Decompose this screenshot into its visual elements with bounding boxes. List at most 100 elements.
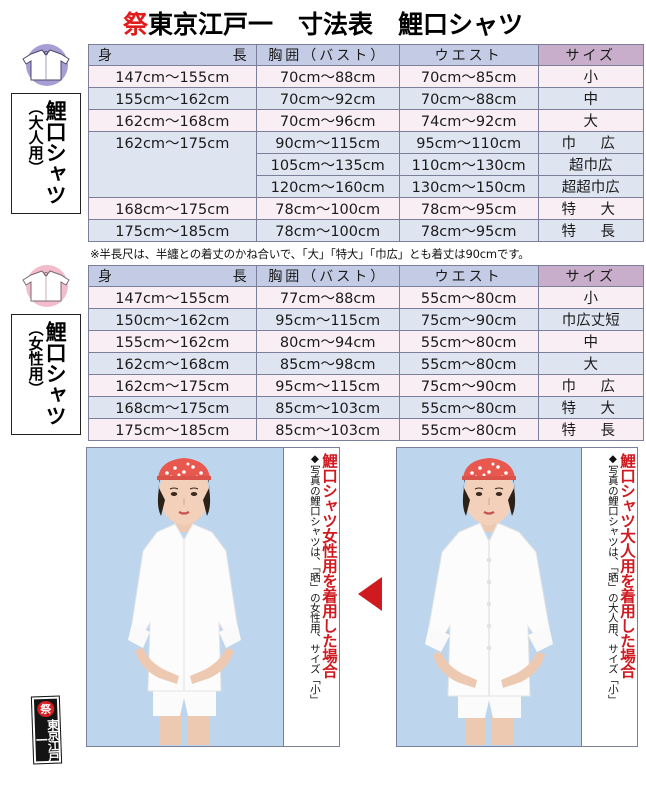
table-row: 162cm〜175cm 90cm〜115cm 95cm〜110cm 巾 広	[88, 131, 645, 198]
cell-bust: 95cm〜115cm	[255, 374, 400, 397]
product-label-adult: 鯉口シャツ （大人用）	[11, 93, 81, 214]
product-label-adult-sub: （大人用）	[26, 100, 45, 175]
brand-banner-text: 東京江戸一	[34, 718, 62, 761]
table-row: 120cm〜160cm 130cm〜150cm 超超巾広	[89, 175, 645, 198]
cell-size: 特 大	[537, 197, 645, 220]
shirt-glyph-icon	[22, 49, 70, 81]
cell-size: 中	[537, 87, 645, 110]
cell-size: 巾 広	[537, 131, 645, 154]
table-header-row: 身 長 胸囲（バスト） ウエスト サイズ	[88, 44, 645, 66]
cell-height: 168cm〜175cm	[88, 197, 257, 220]
cell-waist: 74cm〜92cm	[398, 109, 539, 132]
caption-adult-headline: 鯉口シャツ大人用を着用した場合	[618, 453, 636, 678]
size-table-adult: 身 長 胸囲（バスト） ウエスト サイズ 147cm〜155cm 70cm〜88…	[88, 44, 645, 242]
product-label-women-main: 鯉口シャツ	[43, 321, 68, 426]
cell-height: 147cm〜155cm	[88, 65, 257, 88]
cell-bust: 77cm〜88cm	[255, 286, 400, 309]
caption-adult-body: ◆写真の鯉口シャツは、「晒」の大人用、サイズ「小」	[606, 453, 619, 705]
cell-height: 162cm〜168cm	[88, 352, 257, 375]
table-row: 168cm〜175cm 85cm〜103cm 55cm〜80cm 特 大	[88, 396, 645, 419]
cell-waist: 95cm〜110cm	[398, 131, 539, 154]
caption-women-body: ◆写真の鯉口シャツは、「晒」の女性用、サイズ「小」	[308, 453, 321, 705]
photo-area: 鯉口シャツ女性用を着用した場合 ◆写真の鯉口シャツは、「晒」の女性用、サイズ「小…	[0, 447, 646, 752]
table-row: 162cm〜175cm 95cm〜115cm 75cm〜90cm 巾 広	[88, 374, 645, 397]
table-row: 147cm〜155cm 77cm〜88cm 55cm〜80cm 小	[88, 286, 645, 309]
photo-block-women: 鯉口シャツ女性用を着用した場合 ◆写真の鯉口シャツは、「晒」の女性用、サイズ「小…	[86, 447, 340, 747]
section-women: 鯉口シャツ （女性用） 身 長 胸囲（バスト） ウエスト サイズ 147cm〜1…	[0, 265, 646, 441]
table-row: 155cm〜162cm 70cm〜92cm 70cm〜88cm 中	[88, 87, 645, 110]
product-label-adult-main: 鯉口シャツ	[43, 100, 68, 205]
cell-bust: 70cm〜88cm	[255, 65, 400, 88]
cell-height: 155cm〜162cm	[88, 330, 257, 353]
cell-waist: 78cm〜95cm	[398, 197, 539, 220]
cell-height: 168cm〜175cm	[88, 396, 257, 419]
cell-height: 175cm〜185cm	[88, 418, 257, 441]
shirt-glyph-icon	[22, 270, 70, 302]
table-row: 175cm〜185cm 85cm〜103cm 55cm〜80cm 特 長	[88, 418, 645, 441]
cell-bust: 70cm〜96cm	[255, 109, 400, 132]
table-header-row: 身 長 胸囲（バスト） ウエスト サイズ	[88, 265, 645, 287]
cell-waist: 55cm〜80cm	[398, 352, 539, 375]
caption-adult: 鯉口シャツ大人用を着用した場合 ◆写真の鯉口シャツは、「晒」の大人用、サイズ「小…	[582, 447, 638, 747]
cell-height: 175cm〜185cm	[88, 219, 257, 242]
product-label-women: 鯉口シャツ （女性用）	[11, 314, 81, 435]
cell-size: 巾 広	[537, 374, 645, 397]
cell-size: 中	[537, 330, 645, 353]
cell-size: 特 長	[537, 219, 645, 242]
column-header-waist: ウエスト	[398, 265, 539, 287]
table-row: 150cm〜162cm 95cm〜115cm 75cm〜90cm 巾広丈短	[88, 308, 645, 331]
cell-bust: 78cm〜100cm	[255, 219, 400, 242]
cell-waist: 75cm〜90cm	[398, 374, 539, 397]
cell-waist: 55cm〜80cm	[398, 418, 539, 441]
size-table-women: 身 長 胸囲（バスト） ウエスト サイズ 147cm〜155cm 77cm〜88…	[88, 265, 645, 441]
caption-women-headline: 鯉口シャツ女性用を着用した場合	[320, 453, 338, 678]
cell-waist: 70cm〜85cm	[398, 65, 539, 88]
cell-size: 小	[537, 65, 645, 88]
cell-waist: 78cm〜95cm	[398, 219, 539, 242]
cell-size: 超巾広	[537, 153, 645, 176]
column-header-bust: 胸囲（バスト）	[255, 265, 400, 287]
cell-waist: 70cm〜88cm	[398, 87, 539, 110]
column-header-bust: 胸囲（バスト）	[255, 44, 400, 66]
section-adult-content: 身 長 胸囲（バスト） ウエスト サイズ 147cm〜155cm 70cm〜88…	[88, 44, 646, 265]
photo-block-adult: 鯉口シャツ大人用を着用した場合 ◆写真の鯉口シャツは、「晒」の大人用、サイズ「小…	[396, 447, 638, 747]
page-title: 祭東京江戸一 寸法表 鯉口シャツ	[123, 5, 523, 41]
model-photo-adult-illustration	[397, 448, 580, 745]
column-header-height: 身 長	[88, 44, 257, 66]
table-row: 147cm〜155cm 70cm〜88cm 70cm〜85cm 小	[88, 65, 645, 88]
table-row: 162cm〜168cm 70cm〜96cm 74cm〜92cm 大	[88, 109, 645, 132]
cell-height: 150cm〜162cm	[88, 308, 257, 331]
cell-size: 大	[537, 352, 645, 375]
caption-women: 鯉口シャツ女性用を着用した場合 ◆写真の鯉口シャツは、「晒」の女性用、サイズ「小…	[284, 447, 340, 747]
matsuri-badge-icon: 祭	[36, 700, 55, 718]
model-wearing-womens-koikuchi-shirt	[86, 447, 284, 747]
column-header-size: サイズ	[537, 265, 645, 287]
cell-size: 超超巾広	[537, 175, 645, 198]
model-photo-womens-illustration	[87, 448, 282, 745]
section-adult: 鯉口シャツ （大人用） 身 長 胸囲（バスト） ウエスト サイズ 147cm〜1…	[0, 44, 646, 265]
table-row: 162cm〜168cm 85cm〜98cm 55cm〜80cm 大	[88, 352, 645, 375]
cell-bust: 85cm〜103cm	[255, 418, 400, 441]
table-row: 105cm〜135cm 110cm〜130cm 超巾広	[89, 153, 645, 176]
cell-bust: 120cm〜160cm	[255, 175, 400, 198]
cell-size: 特 長	[537, 418, 645, 441]
table-row: 168cm〜175cm 78cm〜100cm 78cm〜95cm 特 大	[88, 197, 645, 220]
cell-waist: 55cm〜80cm	[398, 396, 539, 419]
section-women-label-column: 鯉口シャツ （女性用）	[4, 265, 88, 435]
cell-bust: 90cm〜115cm	[255, 131, 400, 154]
product-label-women-sub: （女性用）	[26, 321, 45, 396]
cell-waist: 130cm〜150cm	[398, 175, 539, 198]
section-adult-label-column: 鯉口シャツ （大人用）	[4, 44, 88, 214]
cell-size: 小	[537, 286, 645, 309]
cell-size: 巾広丈短	[537, 308, 645, 331]
cell-bust: 70cm〜92cm	[255, 87, 400, 110]
model-wearing-adult-koikuchi-shirt	[396, 447, 582, 747]
cell-bust: 105cm〜135cm	[255, 153, 400, 176]
cell-height: 162cm〜168cm	[88, 109, 257, 132]
matsuri-badge-icon: 祭	[122, 10, 148, 39]
section-women-content: 身 長 胸囲（バスト） ウエスト サイズ 147cm〜155cm 77cm〜88…	[88, 265, 646, 441]
cell-bust: 95cm〜115cm	[255, 308, 400, 331]
cell-waist: 75cm〜90cm	[398, 308, 539, 331]
cell-size: 特 大	[537, 396, 645, 419]
cell-waist: 55cm〜80cm	[398, 286, 539, 309]
